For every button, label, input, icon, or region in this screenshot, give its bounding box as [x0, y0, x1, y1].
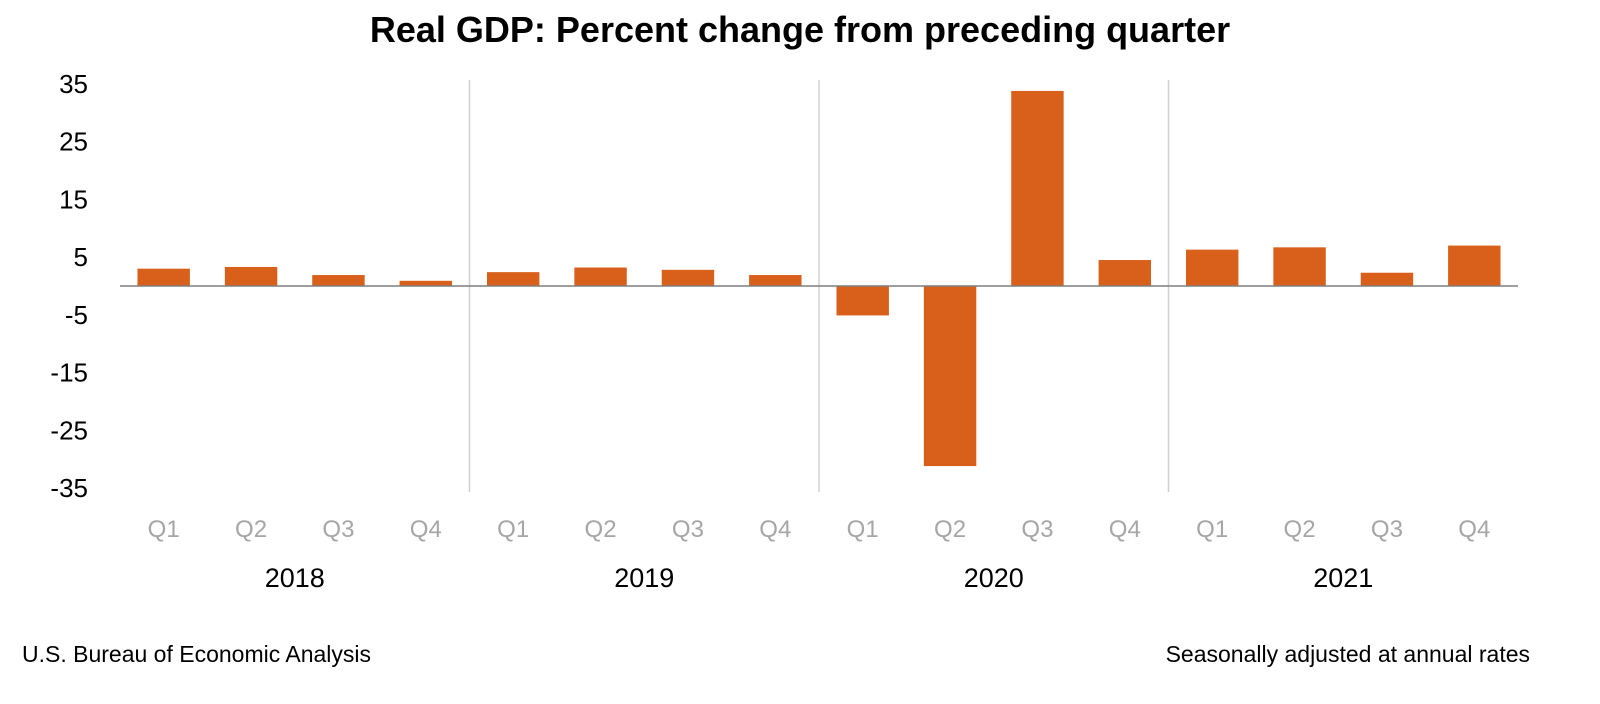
bar	[923, 286, 977, 467]
y-tick-label: 15	[59, 184, 88, 214]
x-axis-year-labels: 2018 2019 2020 2021	[265, 563, 1374, 593]
bar	[486, 272, 540, 286]
bar-series	[137, 90, 1501, 467]
x-tick-label: Q2	[585, 516, 617, 543]
x-tick-label: Q4	[410, 516, 442, 543]
bar	[661, 269, 715, 286]
year-label: 2019	[614, 563, 674, 593]
y-axis-tick-labels: 35 25 15 5 -5 -15 -25 -35	[50, 69, 88, 503]
bar	[224, 266, 278, 286]
bar	[137, 268, 190, 286]
bar	[836, 286, 889, 316]
x-tick-label: Q2	[934, 516, 966, 543]
source-note: U.S. Bureau of Economic Analysis	[22, 641, 371, 667]
y-tick-label: 5	[74, 242, 88, 272]
bar	[1360, 272, 1414, 286]
x-tick-label: Q1	[497, 516, 529, 543]
bar	[1011, 90, 1064, 286]
y-tick-label: 25	[59, 127, 88, 157]
chart-title: Real GDP: Percent change from preceding …	[369, 9, 1231, 50]
year-label: 2018	[265, 563, 325, 593]
x-tick-label: Q3	[1021, 516, 1053, 543]
x-tick-label: Q2	[1284, 516, 1316, 543]
x-tick-label: Q2	[235, 516, 267, 543]
rate-note: Seasonally adjusted at annual rates	[1165, 641, 1530, 667]
bar	[749, 275, 802, 286]
bar	[312, 275, 365, 286]
year-label: 2021	[1313, 563, 1373, 593]
x-tick-label: Q4	[1109, 516, 1141, 543]
bar	[574, 267, 627, 286]
bar	[1273, 247, 1326, 286]
bar	[1185, 249, 1239, 286]
x-tick-label: Q1	[1196, 516, 1228, 543]
year-label: 2020	[964, 563, 1024, 593]
y-tick-label: 35	[59, 69, 88, 99]
bar	[1448, 245, 1501, 286]
bar	[399, 280, 453, 286]
x-tick-label: Q3	[672, 516, 704, 543]
y-tick-label: -35	[50, 473, 88, 503]
x-tick-label: Q4	[759, 516, 791, 543]
x-tick-label: Q3	[1371, 516, 1403, 543]
x-tick-label: Q4	[1458, 516, 1490, 543]
x-tick-label: Q1	[847, 516, 879, 543]
x-axis-quarter-labels: Q1 Q2 Q3 Q4 Q1 Q2 Q3 Q4 Q1 Q2 Q3 Q4 Q1 Q2 Q3 Q4	[148, 516, 1491, 543]
y-tick-label: -25	[50, 415, 88, 445]
x-tick-label: Q1	[148, 516, 180, 543]
y-tick-label: -5	[65, 300, 88, 330]
y-tick-label: -15	[50, 358, 88, 388]
x-tick-label: Q3	[322, 516, 354, 543]
bar	[1098, 260, 1152, 286]
